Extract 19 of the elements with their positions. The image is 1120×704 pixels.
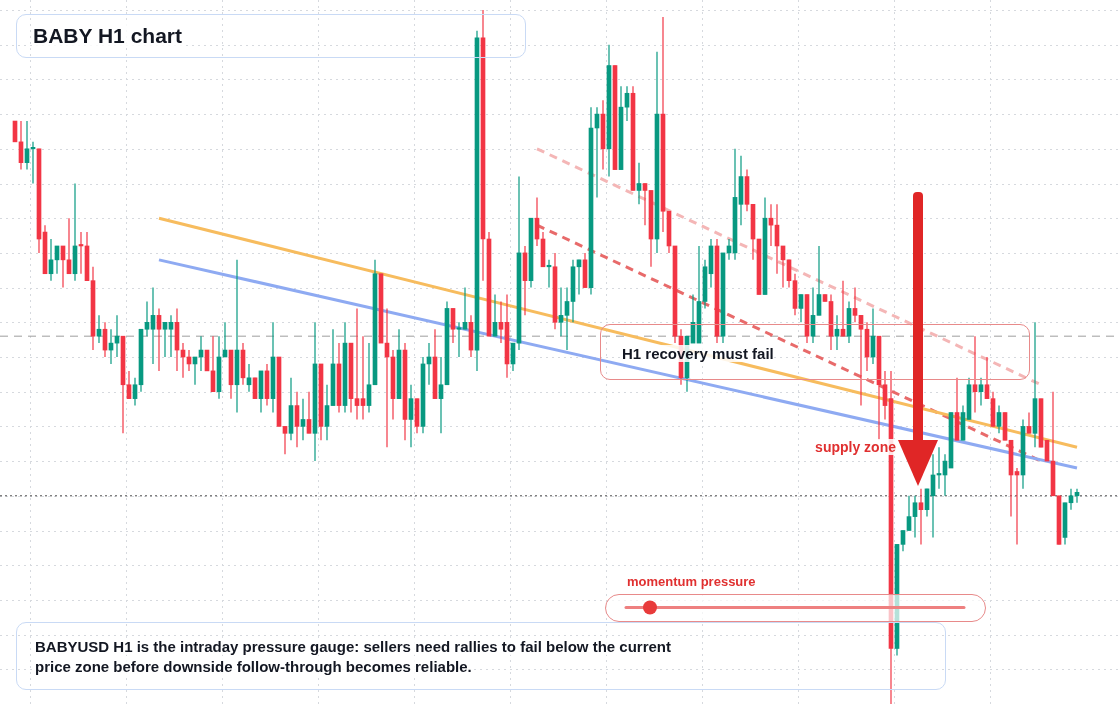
annotation: supply zone — [815, 439, 896, 455]
candlestick — [1038, 398, 1044, 448]
candlestick — [12, 120, 18, 143]
candlestick — [1056, 495, 1062, 545]
caption-panel: BABYUSD H1 is the intraday pressure gauge: sellers need rallies to fail below the current price zone before downside follow-through becomes reliable. — [16, 622, 946, 690]
candlestick — [822, 294, 828, 302]
candlestick — [1044, 439, 1050, 462]
annotation: momentum pressure — [627, 574, 756, 589]
candlestick — [1002, 412, 1008, 441]
candlestick — [204, 349, 210, 372]
candlestick — [252, 377, 258, 399]
candlestick — [276, 356, 282, 427]
candlestick — [612, 65, 618, 170]
candlestick — [378, 273, 384, 344]
title-panel: BABY H1 chart — [16, 14, 526, 58]
candlestick — [948, 412, 954, 469]
candlestick — [756, 238, 762, 295]
annotation: BABYUSD H1 is the intraday pressure gauge: sellers need rallies to fail below the current price zone before downside follow-through becomes reliable. — [35, 638, 672, 675]
annotation: H1 recovery must fail — [622, 345, 774, 362]
